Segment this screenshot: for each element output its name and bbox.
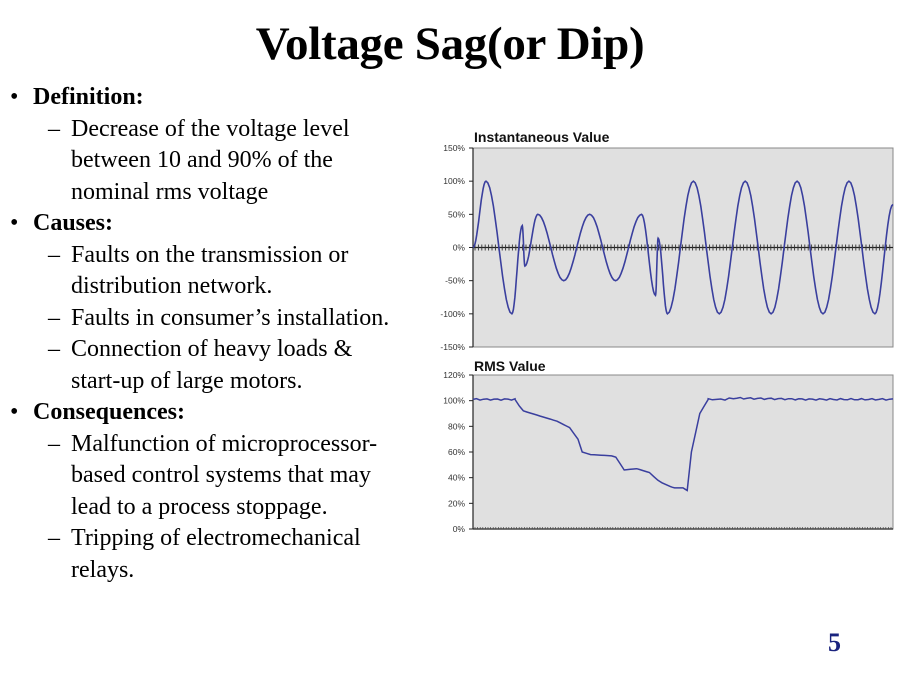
sub-bullet: – Decrease of the voltage level between 10… [48, 115, 350, 205]
bullet-consequences: • Consequences: [8, 397, 428, 429]
y-tick-label: 0% [453, 524, 466, 534]
y-tick-label: 80% [448, 421, 465, 431]
sub-bullet: – Faults on the transmission or distributi… [48, 241, 349, 300]
zero-axis [473, 244, 893, 251]
y-tick-label: -50% [445, 276, 465, 286]
waveform-line [472, 180, 894, 316]
y-tick-label: -150% [440, 342, 465, 352]
slide-title: Voltage Sag(or Dip) [255, 18, 645, 70]
rms-value-chart: RMS Value 120% 100% 80% 60% 40% 20% 0% [420, 356, 900, 541]
bullet-causes: • Causes: [8, 208, 428, 240]
y-tick-label: 20% [448, 498, 465, 508]
chart-title: RMS Value [474, 358, 546, 374]
chart-title: Instantaneous Value [474, 129, 610, 145]
dash-icon: – [48, 304, 60, 331]
sub-bullet: – Connection of heavy loads & start-up of … [48, 336, 353, 394]
y-tick-label: 100% [443, 176, 465, 186]
bullet-list: • Definition: – Decrease of the voltage le… [8, 82, 428, 586]
dash-icon: – [48, 336, 60, 362]
rms-line [472, 396, 894, 492]
sub-bullet: – Malfunction of microprocessor-based con… [48, 430, 378, 520]
page-number: 5 [828, 628, 841, 657]
bullet-icon: • [10, 210, 19, 236]
y-tick-label: 0% [453, 243, 466, 253]
plot-area [472, 374, 894, 530]
y-tick-label: 150% [443, 143, 465, 153]
dash-icon: – [48, 430, 60, 457]
y-axis: 120% 100% 80% 60% 40% 20% 0% [443, 370, 474, 534]
y-tick-label: 50% [448, 209, 465, 219]
y-axis: 150% 100% 50% 0% -50% -100% -150% [440, 143, 474, 352]
dash-icon: – [48, 525, 60, 551]
y-tick-label: 100% [443, 396, 465, 406]
instantaneous-value-chart: Instantaneous Value 150% 100% 50% 0% -50% -10… [420, 124, 900, 354]
bullet-definition: • Definition: [8, 82, 428, 114]
bullet-icon: • [10, 84, 19, 110]
bullet-icon: • [10, 399, 19, 425]
sub-bullet: – Faults in consumer’s installation. [8, 303, 428, 335]
x-axis [473, 527, 893, 530]
y-tick-label: 60% [448, 447, 465, 457]
y-tick-label: 40% [448, 473, 465, 483]
dash-icon: – [48, 241, 60, 268]
sub-bullet: – Tripping of electromechanical relays. [48, 525, 361, 583]
y-tick-label: -100% [440, 309, 465, 319]
y-tick-label: 120% [443, 370, 465, 380]
dash-icon: – [48, 115, 60, 142]
